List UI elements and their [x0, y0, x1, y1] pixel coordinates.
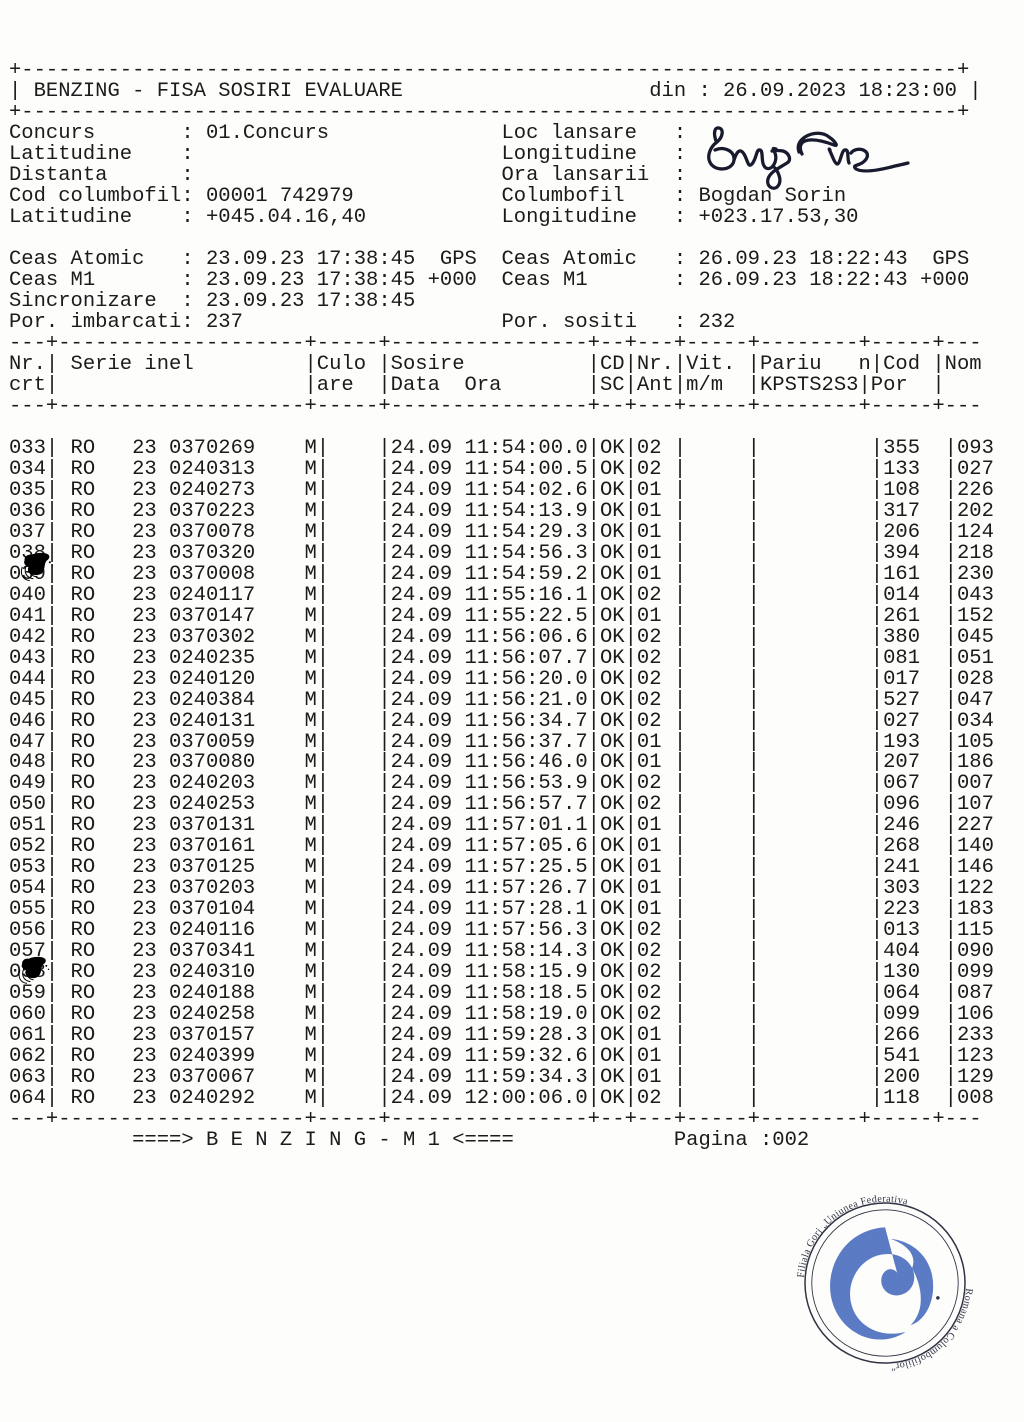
svg-text:Romana a Columbofililor”: Romana a Columbofililor”	[890, 1288, 974, 1372]
